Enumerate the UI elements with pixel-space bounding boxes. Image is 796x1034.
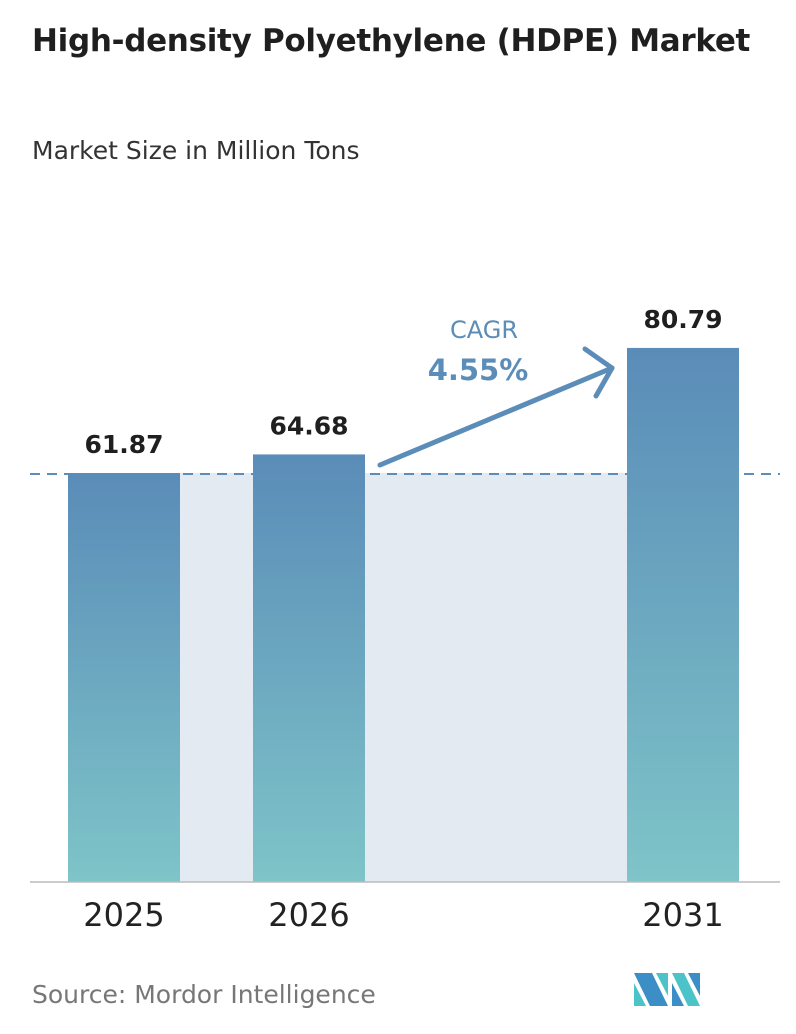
chart-title: High-density Polyethylene (HDPE) Market: [32, 23, 751, 59]
chart-subtitle: Market Size in Million Tons: [32, 136, 360, 165]
value-label: 61.87: [84, 430, 163, 459]
x-tick-label: 2025: [83, 896, 164, 934]
background-band: [180, 473, 627, 882]
x-tick-label: 2026: [268, 896, 349, 934]
source-text: Source: Mordor Intelligence: [32, 980, 376, 1009]
x-tick-label: 2031: [642, 896, 723, 934]
cagr-value: 4.55%: [428, 353, 529, 387]
cagr-arrow-icon: [377, 346, 615, 468]
bar-2026: [253, 454, 365, 882]
value-label: 80.79: [643, 305, 722, 334]
cagr-label: CAGR: [450, 316, 518, 344]
bar-2025: [68, 473, 180, 882]
value-label: 64.68: [269, 411, 348, 440]
bar-2031: [627, 347, 739, 883]
